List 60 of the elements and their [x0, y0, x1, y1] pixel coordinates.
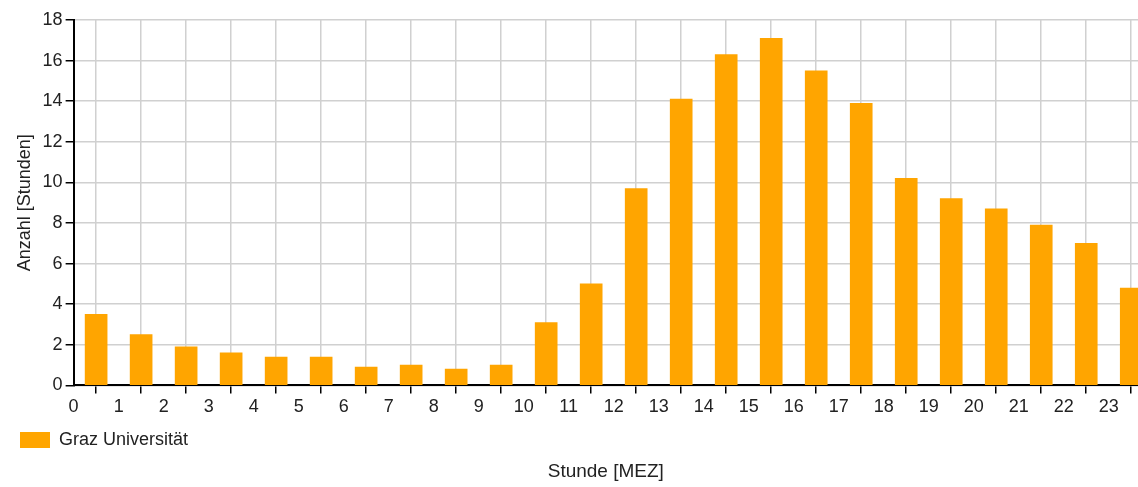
x-tick-label: 8	[428, 396, 439, 417]
x-tick-label: 11	[559, 396, 579, 417]
legend-label: Graz Universität	[59, 428, 189, 449]
x-axis-title: Stunde [MEZ]	[547, 460, 664, 482]
bar	[309, 356, 333, 385]
bar	[444, 368, 468, 385]
bar	[399, 364, 423, 385]
x-tick-label: 22	[1053, 396, 1074, 417]
x-tick-label: 20	[963, 396, 984, 417]
y-tick-label: 14	[42, 90, 63, 111]
x-tick-label: 3	[203, 396, 214, 417]
bar	[984, 208, 1008, 385]
y-axis-title: Anzahl [Stunden]	[13, 134, 34, 272]
bar	[84, 314, 108, 385]
y-tick-label: 16	[42, 49, 63, 70]
y-tick-label: 18	[42, 8, 63, 29]
y-tick-label: 0	[52, 374, 63, 395]
bar	[534, 322, 558, 385]
y-tick-label: 8	[52, 211, 63, 232]
x-tick-label: 0	[68, 396, 79, 417]
bar	[804, 70, 828, 385]
bar	[354, 366, 378, 385]
x-tick-label: 21	[1008, 396, 1029, 417]
bar	[489, 364, 513, 385]
bar	[759, 37, 783, 385]
bar	[849, 102, 873, 385]
bar	[579, 283, 603, 385]
bar	[129, 334, 153, 385]
y-tick-label: 4	[52, 293, 63, 314]
x-tick-label: 12	[603, 396, 624, 417]
x-tick-label: 13	[648, 396, 669, 417]
x-tick-label: 7	[383, 396, 394, 417]
x-tick-label: 10	[513, 396, 534, 417]
x-tick-label: 6	[338, 396, 349, 417]
y-tick-label: 12	[42, 130, 63, 151]
x-tick-label: 2	[158, 396, 169, 417]
x-tick-label: 14	[693, 396, 714, 417]
x-tick-label: 16	[783, 396, 804, 417]
x-tick-label: 9	[473, 396, 484, 417]
x-tick-label: 19	[918, 396, 939, 417]
x-tick-label: 5	[293, 396, 304, 417]
y-tick-label: 6	[52, 252, 63, 273]
x-tick-label: 1	[113, 396, 124, 417]
x-tick-label: 23	[1098, 396, 1119, 417]
bar	[714, 54, 738, 385]
bar	[1074, 242, 1098, 385]
bar	[264, 356, 288, 385]
bar	[894, 178, 918, 385]
bar	[669, 98, 693, 385]
x-tick-label: 17	[828, 396, 849, 417]
y-tick-label: 2	[52, 333, 63, 354]
bar	[939, 198, 963, 385]
bar	[219, 352, 243, 385]
bar	[1029, 224, 1053, 385]
x-tick-label: 4	[248, 396, 259, 417]
y-tick-label: 10	[42, 171, 63, 192]
x-tick-label: 18	[873, 396, 894, 417]
x-tick-label: 15	[738, 396, 759, 417]
bar	[174, 346, 198, 385]
bar	[624, 188, 648, 385]
